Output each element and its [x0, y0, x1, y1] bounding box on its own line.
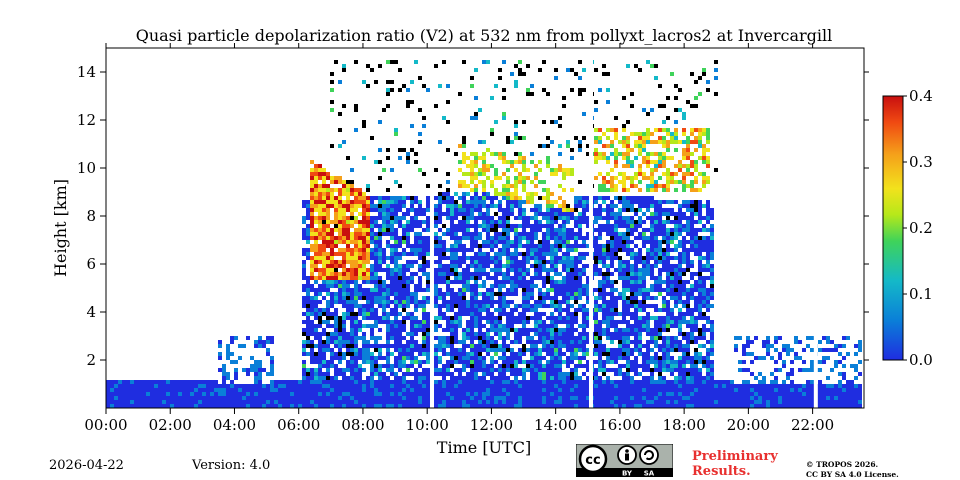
data-gap: [430, 48, 435, 408]
footer-date: 2026-04-22: [49, 458, 124, 473]
cc-text: cc: [585, 453, 600, 468]
x-tick-label: 22:00: [791, 416, 834, 434]
preliminary-note: Preliminary Results.: [692, 449, 778, 479]
x-tick-label: 10:00: [406, 416, 449, 434]
plot-frame: [105, 47, 865, 409]
preliminary-line-2: Results.: [692, 464, 751, 479]
cc-icon: [578, 444, 608, 474]
copyright-line-2: CC BY SA 4.0 License.: [806, 470, 899, 479]
copyright-line-1: © TROPOS 2026.: [806, 460, 879, 469]
x-tick-label: 20:00: [727, 416, 770, 434]
colorbar-tick-label: 0.4: [909, 87, 933, 105]
colorbar: [882, 95, 904, 361]
x-tick-label: 00:00: [84, 416, 127, 434]
x-tick-label: 02:00: [149, 416, 192, 434]
y-tick-label: 6: [86, 255, 96, 273]
colorbar-tick-label: 0.3: [909, 153, 933, 171]
x-axis-label: Time [UTC]: [437, 438, 531, 457]
x-tick-label: 12:00: [470, 416, 513, 434]
x-tick-label: 06:00: [277, 416, 320, 434]
data-gap: [588, 48, 593, 408]
cc-license-badge: cc BY SA: [576, 444, 673, 477]
data-gap: [813, 48, 818, 408]
x-tick-label: 08:00: [341, 416, 384, 434]
x-tick-label: 18:00: [663, 416, 706, 434]
y-tick-label: 14: [77, 63, 96, 81]
sa-icon: [639, 445, 659, 465]
data-gaps: [430, 48, 818, 408]
y-axis: 2 4 6 8 10 12 14: [77, 63, 869, 369]
colorbar-ticks: 0.0 0.1 0.2 0.3 0.4: [903, 87, 933, 369]
sa-text: SA: [644, 470, 655, 478]
y-tick-label: 8: [86, 207, 96, 225]
footer-version: Version: 4.0: [192, 458, 271, 473]
colorbar-tick-label: 0.1: [909, 285, 933, 303]
chart-title: Quasi particle depolarization ratio (V2)…: [136, 26, 833, 45]
colorbar-tick-label: 0.2: [909, 219, 933, 237]
x-tick-label: 14:00: [534, 416, 577, 434]
x-tick-label: 04:00: [213, 416, 256, 434]
colorbar-tick-label: 0.0: [909, 351, 933, 369]
x-axis: 00:00 02:00 04:00 06:00 08:00 10:00 12:00 14:00…: [84, 43, 834, 434]
preliminary-line-1: Preliminary: [692, 449, 778, 464]
y-axis-label: Height [km]: [51, 179, 70, 277]
copyright-note: © TROPOS 2026. CC BY SA 4.0 License.: [806, 460, 899, 480]
by-text: BY: [622, 470, 633, 478]
y-tick-label: 4: [86, 303, 96, 321]
y-tick-label: 2: [86, 351, 96, 369]
x-tick-label: 16:00: [598, 416, 641, 434]
y-tick-label: 10: [77, 159, 96, 177]
heatmap-layer: [106, 60, 862, 408]
y-tick-label: 12: [77, 111, 96, 129]
